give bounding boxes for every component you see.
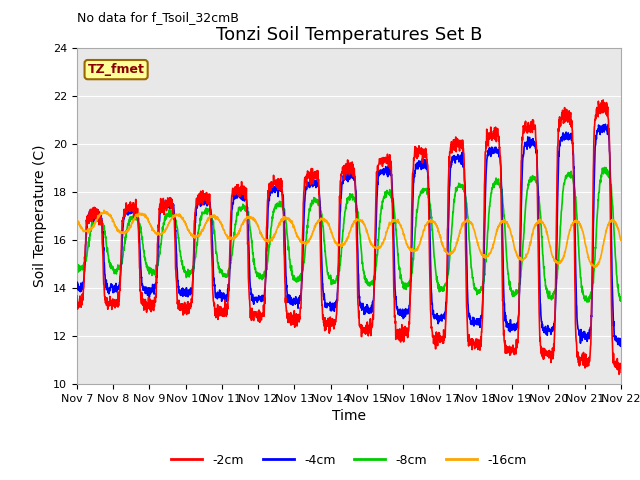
- Text: No data for f_Tsoil_32cmB: No data for f_Tsoil_32cmB: [77, 12, 239, 24]
- Title: Tonzi Soil Temperatures Set B: Tonzi Soil Temperatures Set B: [216, 25, 482, 44]
- Y-axis label: Soil Temperature (C): Soil Temperature (C): [33, 145, 47, 287]
- Text: TZ_fmet: TZ_fmet: [88, 63, 145, 76]
- Legend: -2cm, -4cm, -8cm, -16cm: -2cm, -4cm, -8cm, -16cm: [166, 449, 531, 472]
- X-axis label: Time: Time: [332, 409, 366, 423]
